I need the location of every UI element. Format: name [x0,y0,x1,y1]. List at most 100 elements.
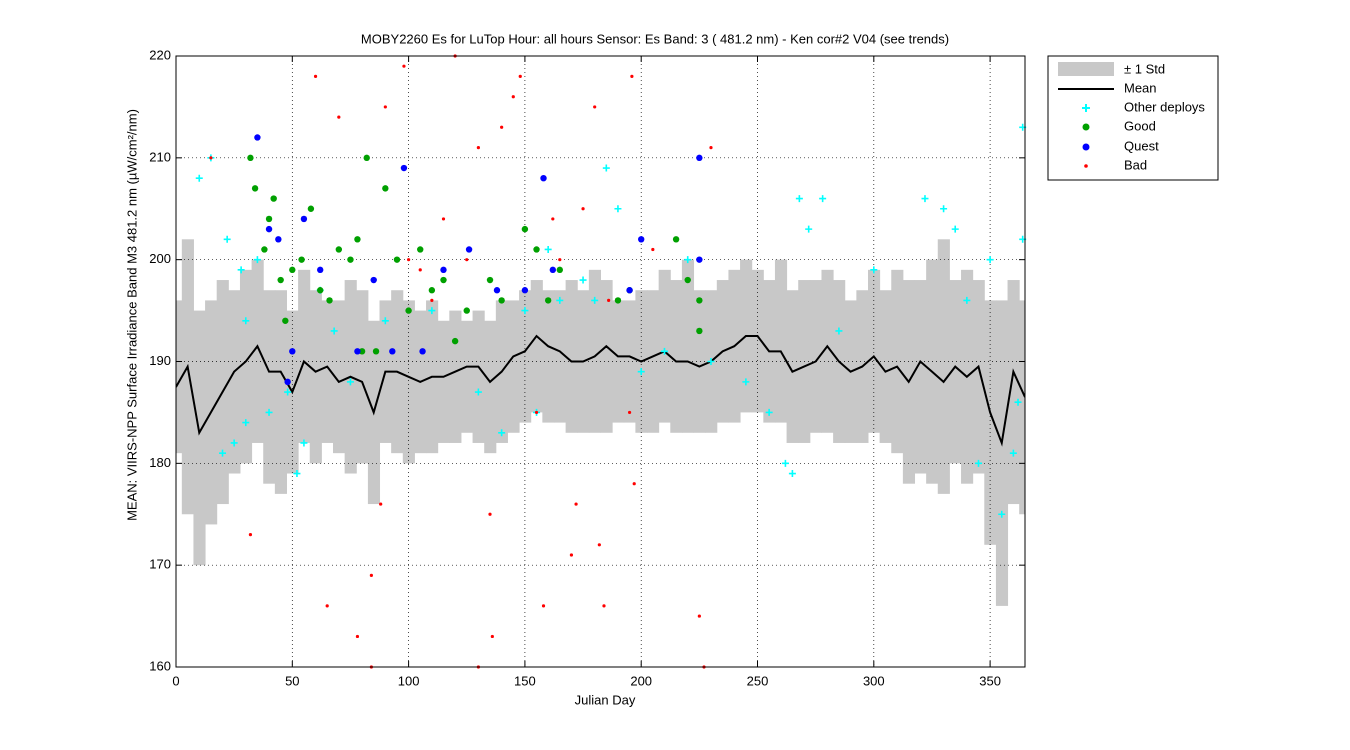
point [261,246,268,253]
point [355,634,360,639]
point [265,408,273,416]
point [247,154,254,162]
point [346,378,354,386]
point [417,246,424,253]
point [265,225,273,233]
point [219,449,227,457]
point [544,297,552,304]
point [488,512,492,516]
point [632,482,636,486]
point [400,164,408,172]
point [337,115,341,119]
point [1009,449,1017,457]
legend-marker [1082,143,1090,151]
point [805,225,813,233]
std-band [193,310,206,566]
point [998,510,1006,518]
std-band [507,300,520,433]
std-band [1019,300,1025,515]
x-axis-label: Julian Day [575,692,636,707]
point [284,388,292,396]
point [230,439,238,447]
point [540,175,547,182]
point [284,378,291,386]
legend-label: ± 1 Std [1124,61,1165,76]
point [418,268,422,272]
point [358,348,366,355]
std-band [647,290,660,433]
x-tick-label: 350 [979,673,1001,688]
point [270,195,277,202]
point [493,287,501,294]
mean-group [176,334,1025,447]
point [544,245,552,253]
point [556,266,563,274]
point [707,358,715,365]
point [607,298,611,302]
point [696,297,703,304]
point [465,246,473,253]
point [242,317,250,325]
std-band [1007,280,1020,505]
point [209,156,213,160]
point [788,470,796,478]
x-tick-label: 0 [172,673,179,688]
legend-marker [1082,123,1090,131]
point [289,348,296,355]
point [684,276,691,284]
y-tick-label: 220 [149,47,171,62]
point [696,327,703,335]
point [558,258,562,262]
std-band [321,300,334,443]
x-tick-label: 100 [398,673,420,688]
std-band [239,269,253,464]
point [428,287,436,294]
point [709,146,713,150]
point [476,146,480,150]
point [393,256,401,263]
point [870,266,878,274]
point [579,276,587,284]
point [405,307,412,314]
legend-band-swatch [1058,62,1114,76]
y-tick-label: 170 [149,557,171,572]
plot-frame [175,55,1026,668]
point [556,296,564,304]
point [347,256,354,263]
std-band [751,269,764,413]
std-band [565,280,578,433]
point [795,195,803,203]
std-band [984,300,997,545]
point [684,256,692,264]
std-band [553,290,567,423]
legend-label: Other deploys [1124,99,1205,114]
std-band [891,269,904,454]
point [651,247,655,252]
point [637,368,645,376]
point [602,604,606,608]
point [486,276,494,284]
point [697,614,701,618]
point [317,266,324,274]
std-band [460,320,474,433]
std-band [356,290,369,464]
point [638,236,645,243]
std-band [402,300,415,464]
point [307,205,315,212]
point [325,604,329,608]
point [253,256,261,264]
point [441,217,446,221]
std-band [949,280,962,464]
point [440,266,447,274]
point [313,74,318,78]
points-group [195,54,1027,669]
point [518,74,522,78]
point [500,125,504,129]
std-band [263,290,276,484]
std-band [786,290,799,443]
y-tick-label: 180 [149,455,171,470]
point [383,105,387,109]
point [660,347,668,355]
point [265,215,273,223]
point [428,307,436,315]
